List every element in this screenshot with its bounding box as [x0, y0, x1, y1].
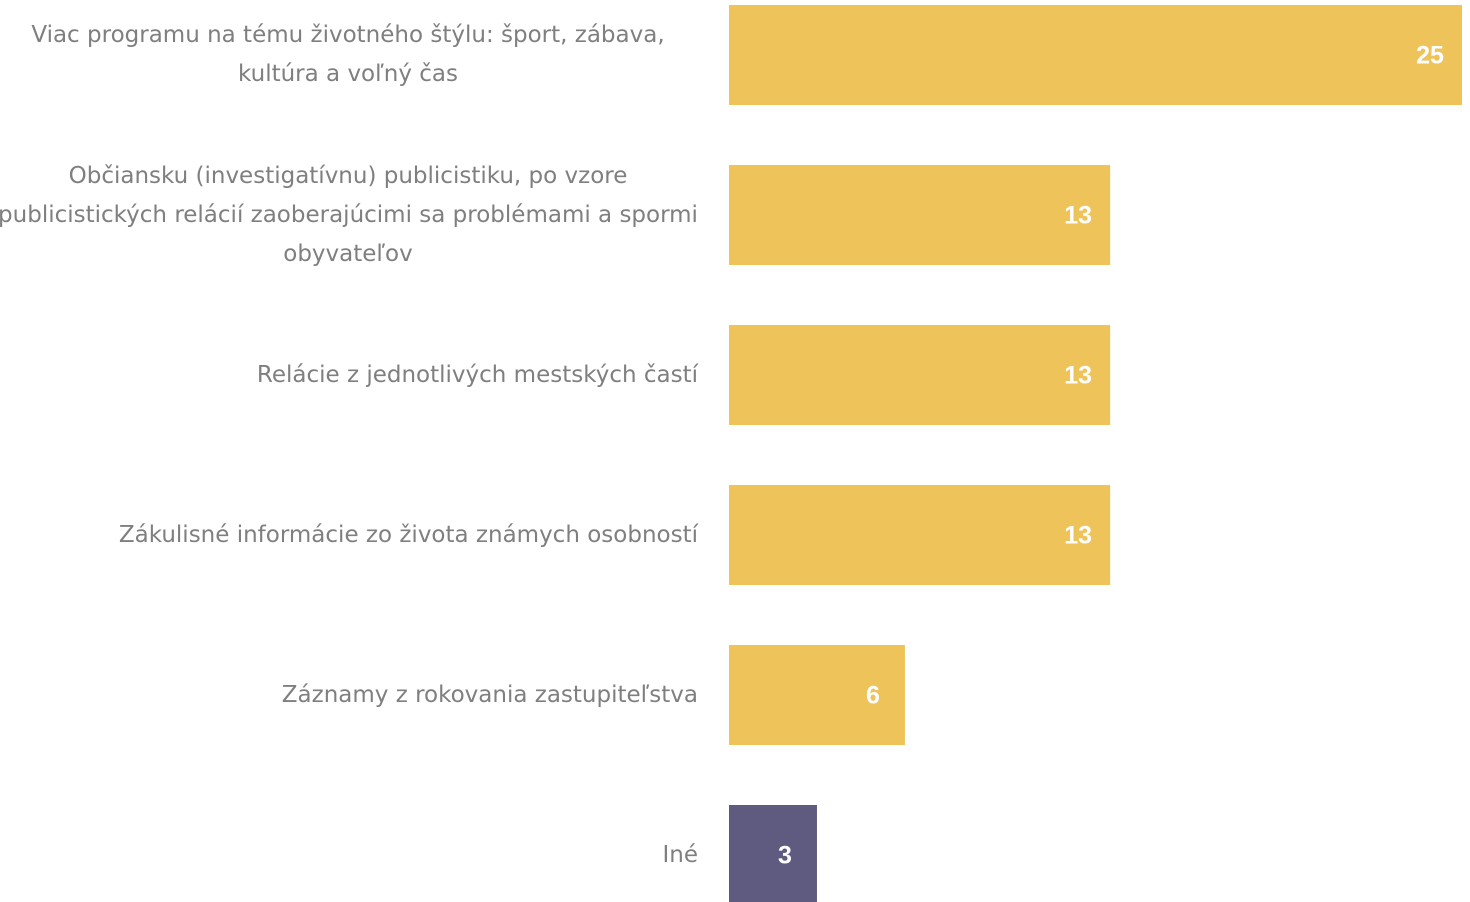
category-label: Zákulisné informácie zo života známych o…	[0, 485, 698, 585]
category-label: Iné	[0, 805, 698, 902]
bar	[729, 805, 817, 902]
category-label: Záznamy z rokovania zastupiteľstva	[0, 645, 698, 745]
bar	[729, 5, 1462, 105]
value-label: 13	[1064, 362, 1092, 390]
bar	[729, 645, 905, 745]
category-text: Záznamy z rokovania zastupiteľstva	[281, 681, 698, 708]
bar	[729, 165, 1111, 265]
category-label: Občiansku (investigatívnu) publicistiku,…	[0, 163, 698, 267]
category-text: Relácie z jednotlivých mestských častí	[256, 361, 698, 388]
value-label: 6	[866, 682, 880, 710]
category-label: Relácie z jednotlivých mestských častí	[0, 325, 698, 425]
value-label: 13	[1064, 202, 1092, 230]
bar	[729, 485, 1111, 585]
category-text: Zákulisné informácie zo života známych o…	[118, 521, 698, 548]
bar	[729, 325, 1111, 425]
value-label: 25	[1416, 42, 1444, 70]
category-text: Iné	[662, 841, 698, 868]
category-text: Občiansku (investigatívnu) publicistiku,…	[0, 162, 698, 267]
value-label: 13	[1064, 522, 1092, 550]
value-label: 3	[778, 842, 792, 870]
category-label: Viac programu na tému životného štýlu: š…	[0, 5, 698, 105]
category-text: Viac programu na tému životného štýlu: š…	[31, 22, 665, 87]
